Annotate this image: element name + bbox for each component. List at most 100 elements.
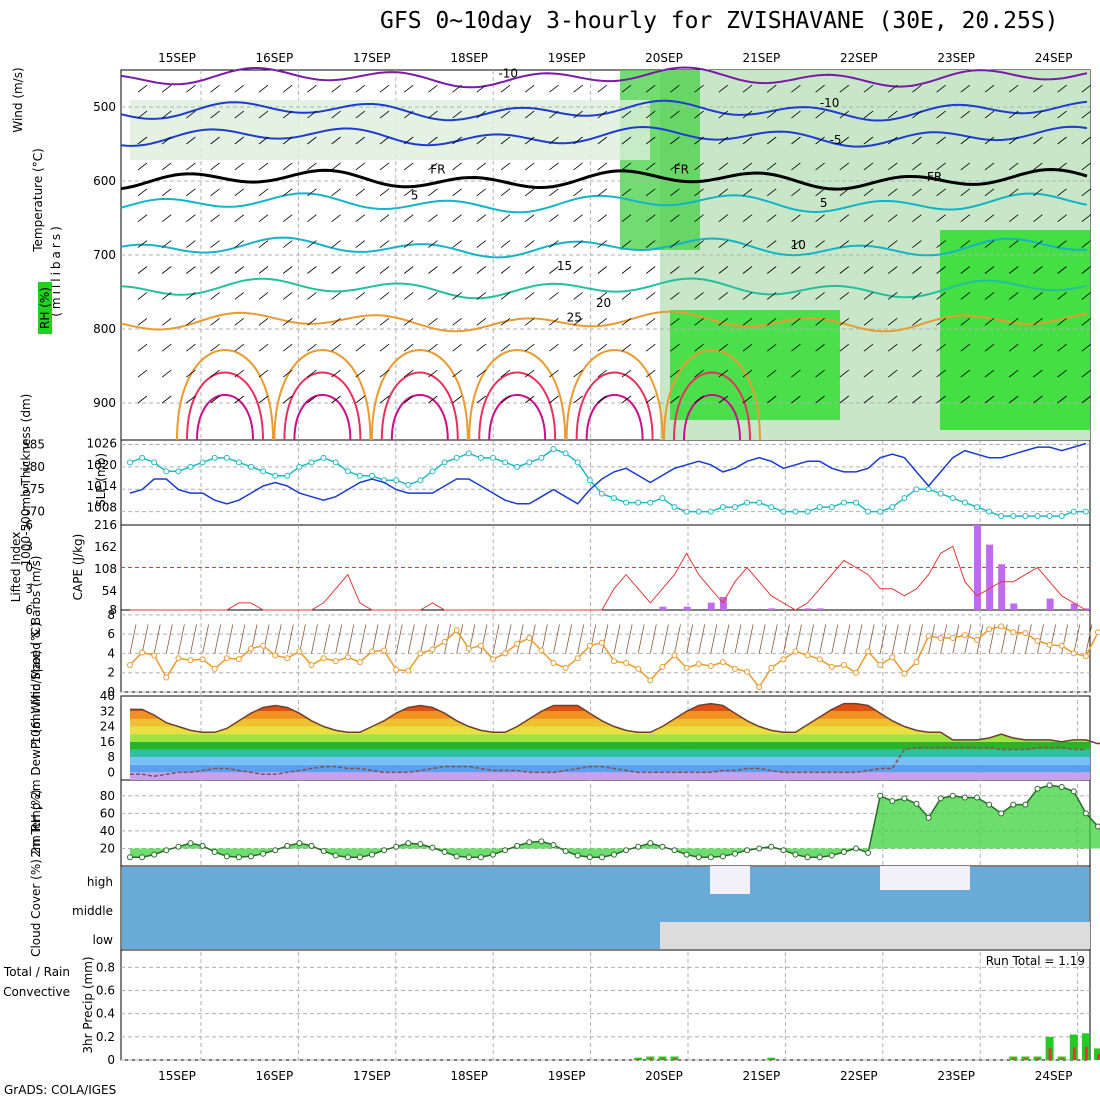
wind-barb — [403, 188, 414, 197]
surface-wind-barb — [1049, 624, 1056, 654]
wind-barb — [670, 395, 680, 404]
wind-barb — [815, 292, 825, 300]
wind-barb — [1008, 188, 1019, 197]
surface-wind-barb — [190, 624, 197, 654]
wind-barb — [573, 162, 583, 171]
wind-barb — [597, 188, 608, 197]
wind-barb — [403, 240, 414, 248]
slp-tick: 1026 — [86, 437, 117, 451]
wind-barb — [718, 84, 729, 93]
wind-barb — [573, 136, 583, 145]
wind-barb — [161, 84, 172, 93]
thickness-line-point — [417, 477, 424, 484]
wind-barb — [379, 343, 390, 352]
thickness-line-point — [671, 504, 678, 511]
rh-line-point — [223, 853, 230, 860]
contour-label: 5 — [820, 196, 828, 210]
wind-barb — [403, 136, 414, 145]
wind-barb — [282, 84, 293, 93]
wind-barb — [936, 395, 946, 404]
warm-contour — [273, 349, 372, 441]
slp-tick: 1014 — [86, 479, 117, 493]
wind-barb — [161, 266, 172, 274]
wind-barb — [476, 369, 487, 378]
rh-line-point — [356, 854, 363, 861]
surface-wind-barb — [226, 624, 234, 654]
thickness-line-point — [707, 508, 714, 515]
wind-barb — [718, 369, 729, 378]
date-label-top: 17SEP — [353, 51, 391, 65]
wind-speed-line-point — [127, 661, 133, 668]
wind-barb — [524, 395, 535, 404]
rh-line-point — [586, 854, 593, 861]
wind-barb — [307, 162, 317, 171]
wind-barb — [307, 292, 317, 300]
wind-barb — [791, 292, 801, 300]
surface-wind-barb — [770, 624, 778, 654]
wind-speed-line-point — [986, 626, 993, 633]
precip-bar — [767, 1057, 776, 1060]
wind-barb — [282, 110, 293, 119]
wind-barb — [476, 292, 487, 300]
wind-tick: 4 — [107, 646, 115, 660]
wind-barb — [1057, 292, 1067, 300]
date-label-top: 16SEP — [256, 51, 294, 65]
wind-barb — [1008, 240, 1019, 248]
wind-barb — [331, 292, 341, 300]
surface-wind-barb — [1012, 624, 1020, 654]
wind-speed-line-point — [865, 648, 872, 655]
wind-barb — [912, 84, 922, 93]
temp-band — [130, 772, 1090, 780]
wind-speed-line-point — [526, 634, 533, 641]
wind-speed-line-point — [139, 649, 146, 656]
surface-wind-barb — [299, 624, 306, 654]
wind-barb — [524, 110, 535, 119]
contour-label: -10 — [498, 66, 518, 80]
wind-barb — [355, 395, 366, 404]
rh-line-point — [393, 843, 400, 850]
wind-barb — [1008, 214, 1019, 223]
thickness-line-point — [768, 504, 775, 511]
rh-tick: 20 — [100, 841, 115, 855]
lifted-tick: -3 — [21, 539, 33, 553]
temperature-contour — [120, 66, 1088, 89]
wind-barb — [1057, 395, 1067, 404]
wind-barb — [452, 84, 462, 93]
rh-line-point — [1095, 823, 1100, 830]
wind-barb — [742, 240, 753, 248]
wind-barb — [1033, 84, 1043, 93]
wind-barb — [984, 188, 995, 197]
wind-barb — [161, 292, 172, 300]
wind-barb — [258, 317, 269, 326]
wind-barb — [355, 162, 366, 171]
wind-barb — [597, 136, 608, 145]
surface-wind-barb — [976, 624, 984, 654]
wind-barb — [524, 136, 535, 145]
wind-barb — [1057, 136, 1067, 145]
thickness-line-point — [974, 504, 980, 511]
wind-speed-line-point — [768, 664, 775, 671]
wind-barb — [476, 395, 487, 404]
wind-barb — [234, 214, 245, 223]
precip-tick: 0.2 — [96, 1030, 115, 1044]
wind-barb — [137, 162, 148, 171]
thickness-line-point — [139, 454, 146, 461]
wind-barb — [282, 317, 293, 326]
wind-barb — [766, 369, 777, 378]
rh-line-point — [925, 814, 932, 821]
thickness-line-point — [320, 454, 327, 461]
wind-barb — [403, 266, 414, 274]
wind-speed-line-point — [744, 668, 751, 675]
wind-barb — [887, 317, 898, 326]
wind-barb — [331, 136, 341, 145]
wind-barb — [452, 343, 462, 352]
surface-wind-barb — [625, 624, 633, 654]
wind-barb — [863, 214, 874, 223]
wind-barb — [258, 266, 269, 274]
wind-barb — [161, 162, 172, 171]
date-label-bottom: 15SEP — [158, 1069, 196, 1083]
wind-barb — [766, 84, 777, 93]
thickness-line-point — [925, 486, 932, 493]
cape-bar — [1070, 603, 1078, 610]
wind-barb — [573, 214, 583, 223]
